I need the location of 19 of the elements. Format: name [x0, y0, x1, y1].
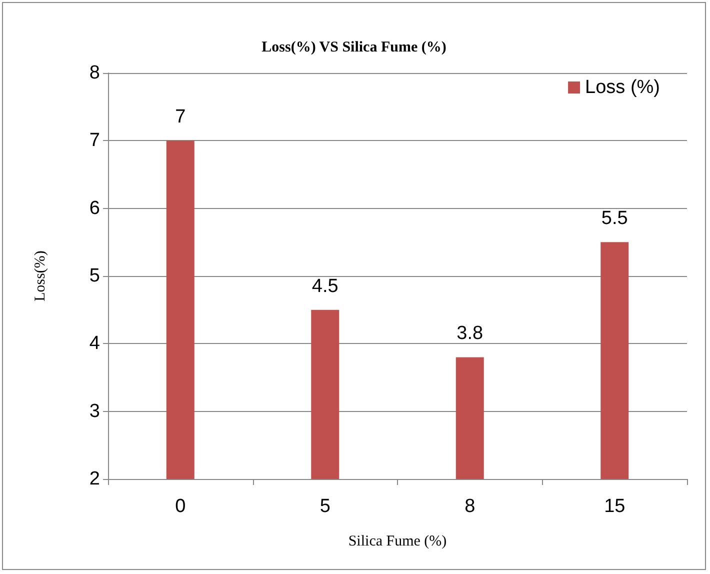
- x-tick-label: 8: [464, 496, 476, 517]
- x-tick-label: 0: [175, 496, 186, 517]
- data-label: 5.5: [601, 208, 628, 230]
- x-axis-title: Silica Fume (%): [348, 534, 447, 550]
- y-tick-label: 6: [89, 198, 100, 219]
- data-label: 7: [175, 106, 186, 128]
- y-tick-label: 3: [89, 400, 100, 422]
- y-tick-label: 8: [89, 62, 100, 84]
- y-tick-label: 4: [89, 333, 100, 354]
- x-tick-label: 5: [320, 496, 330, 517]
- legend-label: Loss (%): [585, 77, 660, 98]
- y-axis-title: Loss(%): [32, 250, 48, 302]
- y-tick-label: 5: [89, 266, 100, 286]
- x-tick-label: 15: [604, 496, 626, 517]
- chart-title: Loss(%) VS Silica Fume (%): [262, 40, 446, 56]
- data-label: 3.8: [456, 323, 484, 344]
- y-tick-label: 2: [89, 468, 100, 490]
- y-tick-label: 7: [89, 130, 100, 152]
- data-label: 4.5: [312, 276, 338, 297]
